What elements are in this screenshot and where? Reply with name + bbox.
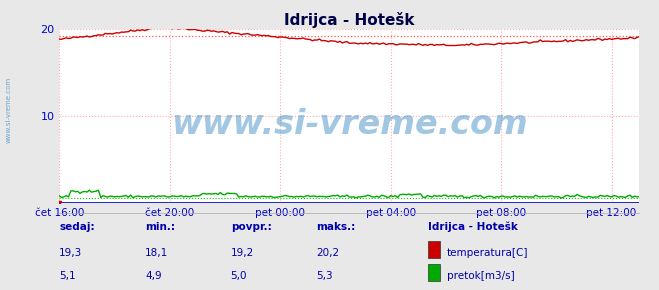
Text: Idrijca - Hotešk: Idrijca - Hotešk (428, 222, 518, 232)
Text: www.si-vreme.com: www.si-vreme.com (5, 77, 11, 143)
Text: pretok[m3/s]: pretok[m3/s] (447, 271, 515, 281)
Text: 18,1: 18,1 (145, 248, 168, 258)
Text: min.:: min.: (145, 222, 175, 232)
Text: maks.:: maks.: (316, 222, 356, 232)
Text: povpr.:: povpr.: (231, 222, 272, 232)
Text: 19,2: 19,2 (231, 248, 254, 258)
Text: 4,9: 4,9 (145, 271, 161, 281)
Text: 20,2: 20,2 (316, 248, 339, 258)
Title: Idrijca - Hotešk: Idrijca - Hotešk (284, 12, 415, 28)
Text: sedaj:: sedaj: (59, 222, 95, 232)
Text: 19,3: 19,3 (59, 248, 82, 258)
Text: 5,1: 5,1 (59, 271, 76, 281)
Text: 5,3: 5,3 (316, 271, 333, 281)
Text: 5,0: 5,0 (231, 271, 247, 281)
Text: www.si-vreme.com: www.si-vreme.com (171, 108, 528, 141)
Text: temperatura[C]: temperatura[C] (447, 248, 529, 258)
